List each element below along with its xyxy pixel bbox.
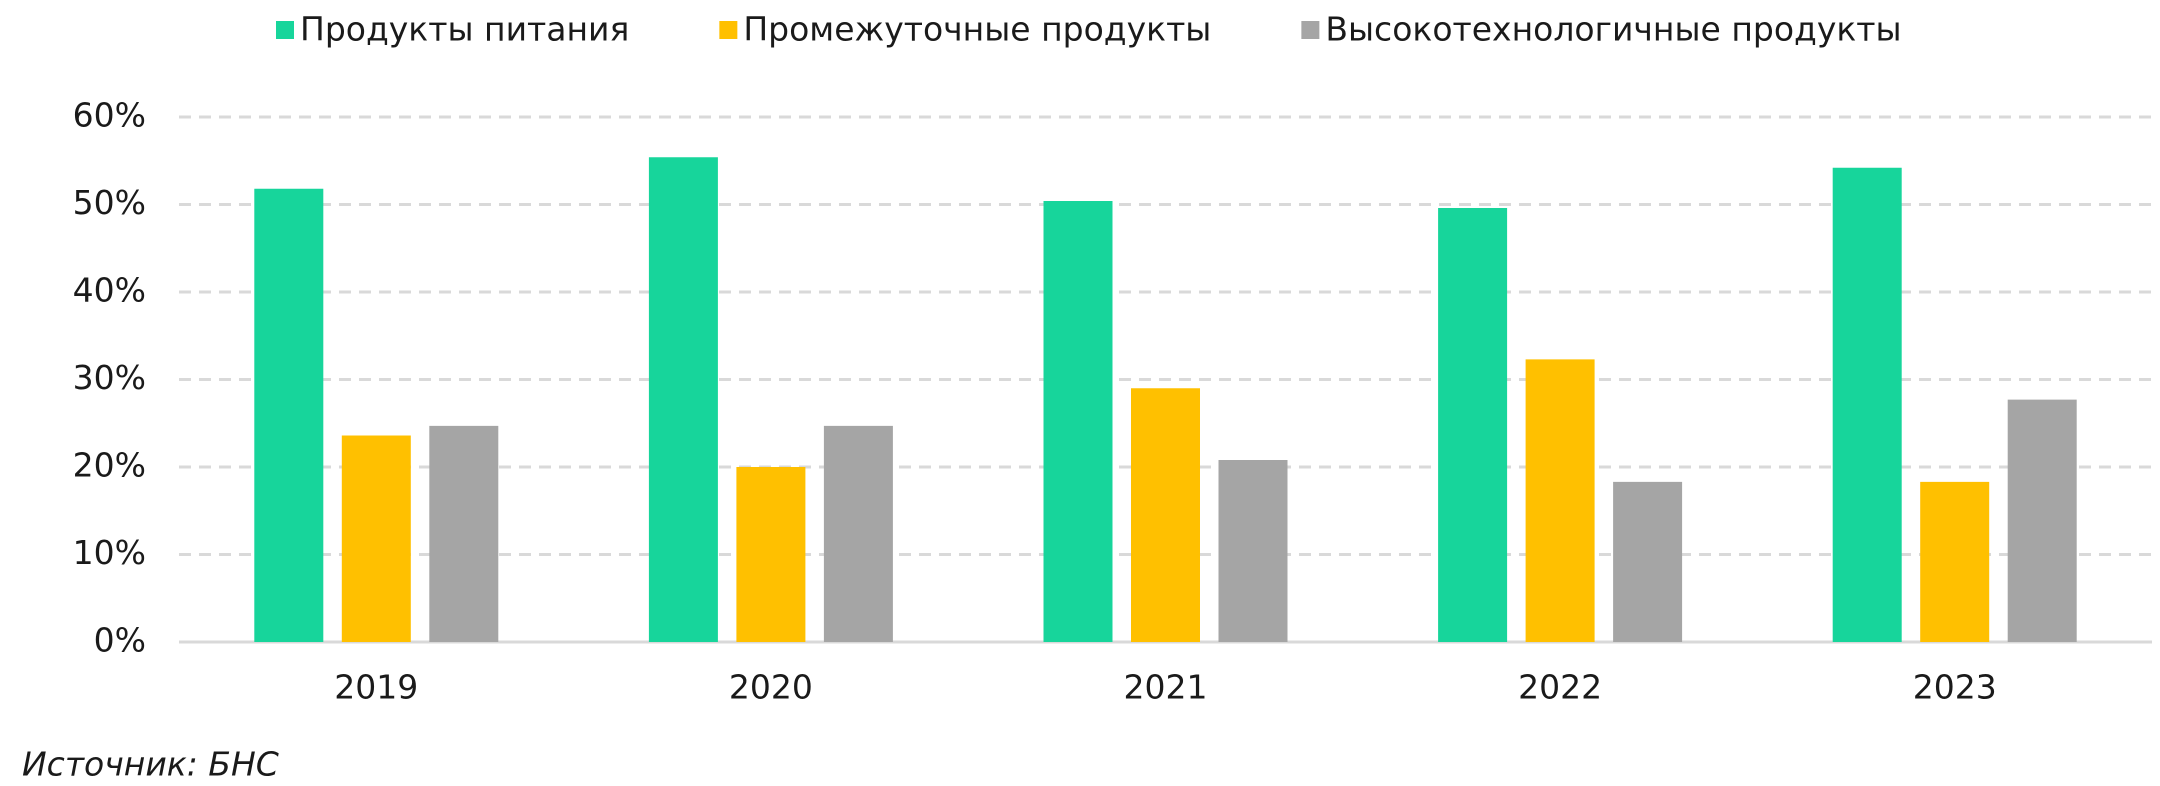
bar (1613, 481, 1683, 642)
y-tick-label: 20% (73, 446, 146, 485)
bar (1131, 388, 1200, 642)
x-tick-label: 2020 (729, 668, 813, 707)
bar (1218, 460, 1288, 642)
bar (1832, 167, 1902, 642)
bar (254, 188, 324, 642)
bar (736, 467, 806, 642)
y-tick-label: 10% (73, 533, 146, 572)
legend-swatch (719, 21, 738, 39)
x-tick-label: 2019 (334, 668, 418, 707)
legend-swatch (1301, 21, 1320, 39)
legend-label: Промежуточные продукты (743, 10, 1211, 49)
x-tick-label: 2021 (1124, 668, 1208, 707)
bar (648, 157, 718, 642)
y-tick-label: 30% (73, 358, 146, 397)
bar (341, 435, 411, 642)
x-tick-label: 2022 (1518, 668, 1602, 707)
y-tick-label: 40% (73, 271, 146, 310)
bar (1920, 481, 1990, 642)
y-tick-label: 50% (73, 183, 146, 222)
x-tick-label: 2023 (1913, 668, 1997, 707)
source-note: Источник: БНС (22, 745, 279, 784)
bar (1438, 208, 1508, 642)
bar (1525, 359, 1595, 642)
bar (429, 425, 499, 642)
legend-label: Высокотехнологичные продукты (1325, 10, 1901, 49)
bar (1043, 201, 1113, 642)
legend-label: Продукты питания (300, 10, 629, 49)
y-tick-label: 60% (73, 96, 146, 135)
bar (823, 425, 893, 642)
bar (2007, 399, 2077, 642)
legend-swatch (276, 21, 294, 39)
y-tick-label: 0% (94, 621, 146, 660)
